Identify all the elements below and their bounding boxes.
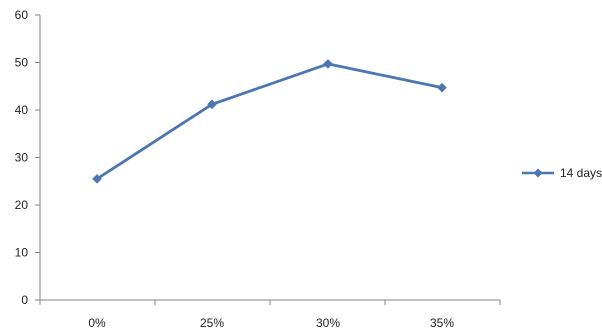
data-point-marker — [323, 59, 333, 69]
series-layer — [92, 59, 447, 184]
y-axis-ticks: 0 10 20 30 40 50 60 — [15, 8, 40, 307]
x-axis-ticks: 0% 25% 30% 35% — [39, 300, 501, 330]
y-tick-label: 10 — [15, 246, 29, 260]
legend-label-14-days: 14 days — [560, 166, 602, 180]
legend-diamond-marker — [533, 168, 543, 178]
x-tick-label: 0% — [88, 316, 106, 330]
data-point-marker — [92, 174, 102, 184]
axes — [39, 15, 500, 301]
y-tick-label: 40 — [15, 103, 29, 117]
data-point-marker — [437, 82, 447, 93]
y-tick-label: 30 — [15, 151, 29, 165]
x-tick-label: 35% — [430, 316, 454, 330]
y-tick-label: 0 — [21, 293, 28, 307]
y-tick-label: 20 — [15, 198, 29, 212]
series-line — [96, 62, 443, 181]
x-tick-label: 30% — [316, 316, 340, 330]
legend: 14 days — [522, 166, 602, 180]
data-point-marker — [207, 99, 217, 110]
y-tick-label: 50 — [15, 56, 29, 70]
x-tick-label: 25% — [200, 316, 224, 330]
y-tick-label: 60 — [15, 8, 29, 22]
